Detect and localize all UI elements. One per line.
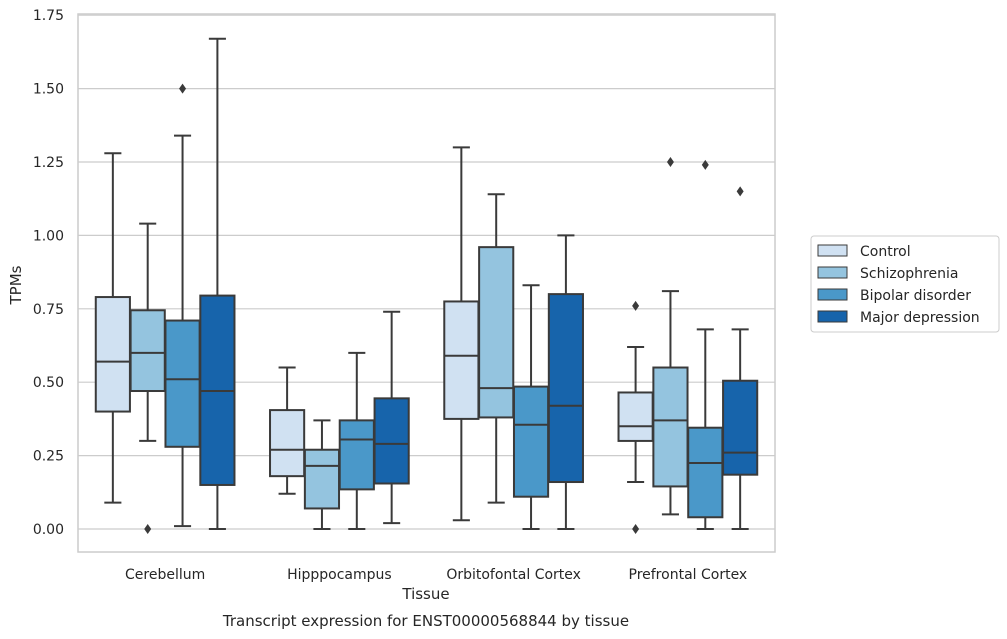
y-tick-label: 1.25 [33,155,64,171]
box-control [94,152,131,504]
box-iqr [722,379,759,476]
x-axis-label: Tissue [401,585,449,603]
plot-frame [77,13,776,553]
outlier-point [179,83,187,94]
legend-label: Schizophrenia [860,266,958,282]
box-major-depression [547,234,584,530]
box-bipolar-disorder [687,159,724,530]
plot-border [77,13,776,553]
legend: Control Schizophrenia Bipolar disorder Majo… [810,235,1000,333]
box-iqr [94,296,131,413]
legend-label: Major depression [860,310,980,326]
box-iqr [547,293,584,484]
box-iqr [512,385,550,498]
outlier-point [632,300,640,311]
box-schizophrenia [303,419,341,530]
box-control [617,300,654,534]
box-major-depression [199,37,236,530]
box-bipolar-disorder [512,284,550,530]
box-iqr [373,397,410,485]
x-tick-label: Orbitofontal Cortex [446,567,581,583]
legend-label: Control [860,244,911,260]
y-axis-label: TPMs [7,265,25,305]
x-tick-labels: Cerebellum Hipppocampus Orbitofontal Corte… [125,567,747,583]
box-iqr [478,246,515,419]
box-iqr [443,300,480,420]
y-tick-label: 0.50 [33,375,64,391]
box-control [443,146,480,522]
box-bipolar-disorder [164,83,201,528]
box-iqr [164,319,201,448]
outlier-point [701,159,709,170]
box-bipolar-disorder [338,351,375,530]
box-series [94,37,759,534]
box-schizophrenia [478,193,515,504]
box-iqr [338,419,375,491]
y-tick-labels: 0.00 0.25 0.50 0.75 1.00 1.25 1.50 1.75 [33,8,64,538]
box-iqr [303,448,341,510]
box-schizophrenia [652,157,689,516]
y-tick-label: 0.25 [33,449,64,465]
box-iqr [687,426,724,519]
y-tick-label: 1.00 [33,228,64,244]
legend-swatch [817,288,848,301]
y-tick-label: 0.75 [33,302,64,318]
x-tick-label: Prefrontal Cortex [629,567,748,583]
outlier-point [632,524,640,534]
outlier-point [666,157,674,167]
y-tick-label: 1.50 [33,82,64,98]
x-tick-label: Cerebellum [125,567,205,583]
box-major-depression [373,310,410,525]
box-control [269,366,306,495]
y-tick-label: 0.00 [33,522,64,538]
legend-frame [810,235,1000,333]
box-iqr [617,391,654,442]
x-tick-label: Hipppocampus [287,567,392,583]
box-iqr [129,309,166,393]
y-tick-label: 1.75 [33,8,64,24]
legend-swatch [817,244,848,257]
box-major-depression [722,186,759,530]
legend-label: Bipolar disorder [860,288,971,304]
legend-swatch [817,266,848,279]
box-schizophrenia [129,222,166,534]
box-iqr [269,409,306,478]
box-iqr [652,366,689,488]
legend-swatch [817,310,848,323]
outlier-point [736,186,744,197]
chart-caption: Transcript expression for ENST0000056884… [222,612,629,630]
outlier-point [144,524,152,534]
